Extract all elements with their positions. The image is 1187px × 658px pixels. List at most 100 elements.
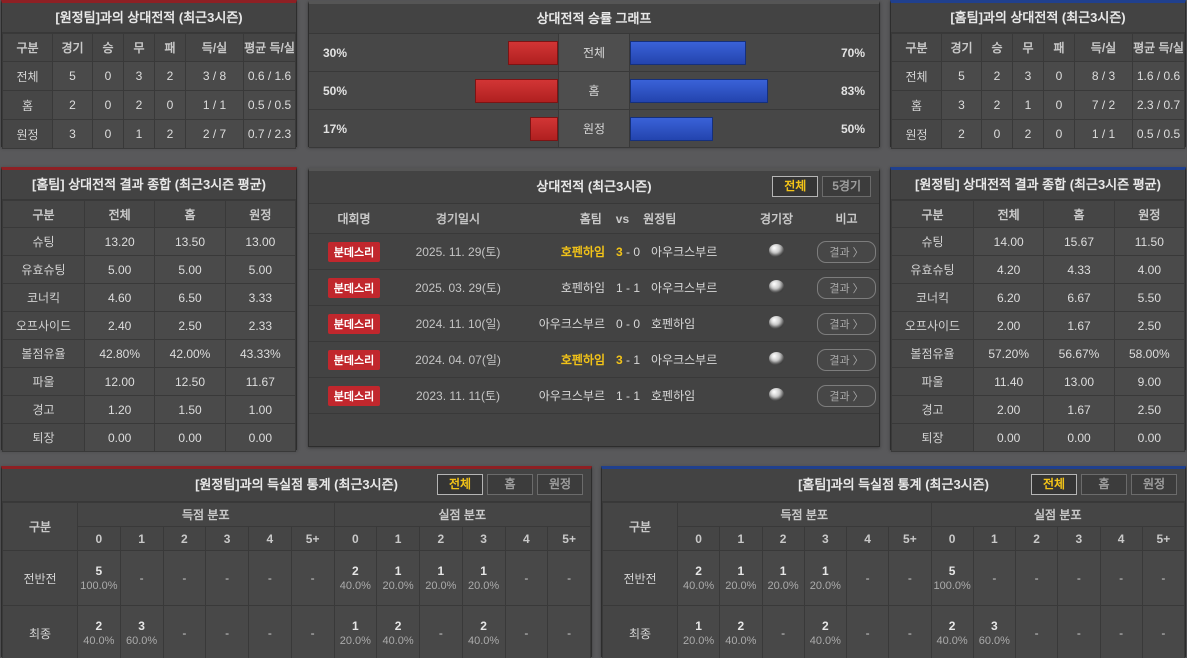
group-header: 득점 분포 xyxy=(677,502,932,527)
row-label: 전체 xyxy=(2,61,53,91)
bin-header: 0 xyxy=(333,526,378,551)
league-cell: 분데스리 xyxy=(309,313,399,334)
table-row: 슈팅 13.20 13.50 13.00 xyxy=(2,227,297,256)
result-cell: 결과 〉 xyxy=(814,240,879,263)
away-goal-distribution-table: 구분 득점 분포 실점 분포 0 1 2 3 4 5+ 0 1 2 3 4 5+ 전반전 5 100.0% - - - -… xyxy=(2,502,591,658)
column-header-vs: vs xyxy=(615,211,630,226)
filter-tab-전체[interactable]: 전체 xyxy=(772,176,819,197)
goal-count: 3 xyxy=(991,619,998,633)
ball-icon[interactable] xyxy=(769,387,784,401)
filter-tab-원정[interactable]: 원정 xyxy=(537,474,583,495)
stat-value-cell: 2 xyxy=(981,90,1013,120)
filter-tab-전체[interactable]: 전체 xyxy=(437,474,483,495)
table-row: 오프사이드 2.40 2.50 2.33 xyxy=(2,311,297,340)
ball-icon[interactable] xyxy=(769,351,784,365)
goal-stat-cell: 2 40.0% xyxy=(930,605,974,658)
result-button[interactable]: 결과 〉 xyxy=(817,384,876,407)
stat-value-cell: 2.50 xyxy=(154,311,226,340)
stat-value-cell: 11.67 xyxy=(224,367,297,396)
row-label: 최종 xyxy=(602,605,678,658)
home-summary-table: 구분 전체 홈 원정 슈팅 13.20 13.50 13.00 유효슈팅 5.00 5.00 5.00… xyxy=(2,200,297,452)
row-label: 최종 xyxy=(2,605,78,658)
goal-stat-cell: - xyxy=(888,550,932,606)
goal-count: 3 xyxy=(138,619,145,633)
bin-header: 2 xyxy=(761,526,805,551)
home-score: 1 xyxy=(615,388,623,403)
goal-stat-cell: - xyxy=(761,605,805,658)
stat-value-cell: 0.00 xyxy=(224,423,297,452)
result-button[interactable]: 결과 〉 xyxy=(817,312,876,335)
column-header: 평균 득/실 xyxy=(1132,33,1185,62)
table-header-row: 구분 경기 승 무 패 득/실 평균 득/실 xyxy=(891,33,1185,62)
away-summary-panel: [원정팀] 상대전적 결과 종합 (최근3시즌 평균) 구분 전체 홈 원정 슈팅 14.… xyxy=(890,167,1186,452)
result-cell: 결과 〉 xyxy=(814,276,879,299)
column-header-stadium: 경기장 xyxy=(759,212,794,226)
match-filter-tabs: 전체 5경기 xyxy=(768,176,871,197)
match-rows: 분데스리 2025. 11. 29(토) 호펜하임 3 - 0 아우크스부르 결과 〉 분데… xyxy=(309,234,879,414)
match-date: 2025. 11. 29(토) xyxy=(415,245,501,259)
goal-stat-cell: - xyxy=(1014,550,1059,606)
column-header: 패 xyxy=(1043,33,1075,62)
bin-header: 5+ xyxy=(547,526,591,551)
score-separator: - xyxy=(622,280,634,295)
stat-value-cell: 1.50 xyxy=(154,395,226,424)
goal-percent: 20.0% xyxy=(382,580,414,592)
away-side: 30% xyxy=(309,34,558,71)
stat-value-cell: 11.50 xyxy=(1113,227,1186,256)
goal-stat-cell: 2 40.0% xyxy=(676,550,721,606)
filter-tab-5경기[interactable]: 5경기 xyxy=(822,176,871,197)
column-header-note: 비고 xyxy=(835,212,858,226)
result-button[interactable]: 결과 〉 xyxy=(817,240,876,263)
result-button[interactable]: 결과 〉 xyxy=(817,348,876,371)
table-row: 오프사이드 2.00 1.67 2.50 xyxy=(891,311,1186,340)
bin-header: 1 xyxy=(119,526,164,551)
group-header: 실점 분포 xyxy=(930,502,1185,527)
goal-count: 2 xyxy=(948,619,956,633)
filter-tab-전체[interactable]: 전체 xyxy=(1031,474,1077,495)
goal-stat-cell: 1 20.0% xyxy=(333,605,378,658)
goal-stat-cell: - xyxy=(119,550,164,606)
goal-count: 1 xyxy=(822,564,829,578)
bin-header: 3 xyxy=(803,526,848,551)
bin-header: 5+ xyxy=(888,526,932,551)
bin-header: 1 xyxy=(972,526,1017,551)
ball-icon[interactable] xyxy=(769,279,784,293)
away-percent-label: 50% xyxy=(323,83,348,98)
chart-title: 상대전적 승률 그래프 xyxy=(309,4,879,34)
stat-value-cell: 3 xyxy=(941,90,982,120)
result-button[interactable]: 결과 〉 xyxy=(817,276,876,299)
row-label: 원정 xyxy=(2,119,53,149)
panel-title: [홈팀]과의 상대전적 (최근3시즌) xyxy=(891,3,1185,33)
league-cell: 분데스리 xyxy=(309,385,399,406)
goal-count: 5 xyxy=(95,564,103,578)
row-label: 코너킥 xyxy=(891,283,974,312)
column-header-away: 원정팀 xyxy=(643,212,677,226)
column-header: 경기 xyxy=(941,33,982,62)
home-win-rate-bar xyxy=(630,78,768,103)
goal-stat-cell: 1 20.0% xyxy=(419,550,463,606)
column-header-league: 대회명 xyxy=(337,212,371,226)
goal-stat-cell: - xyxy=(1141,605,1186,658)
goal-stat-cell: 2 40.0% xyxy=(803,605,848,658)
chart-row: 30% 전체 70% xyxy=(309,34,879,72)
goal-stat-cell: - xyxy=(205,550,249,606)
table-row: 경고 2.00 1.67 2.50 xyxy=(891,395,1186,424)
filter-tab-원정[interactable]: 원정 xyxy=(1131,474,1177,495)
ball-icon[interactable] xyxy=(769,243,784,257)
match-table-header: 대회명 경기일시 홈팀 vs 원정팀 경기장 비고 xyxy=(309,204,879,234)
chart-category-label: 원정 xyxy=(558,110,630,147)
ball-icon[interactable] xyxy=(769,315,784,329)
away-win-rate-bar xyxy=(508,40,558,65)
stat-value-cell: 58.00% xyxy=(1113,339,1186,368)
filter-tab-홈[interactable]: 홈 xyxy=(487,474,533,495)
table-header-row: 구분 경기 승 무 패 득/실 평균 득/실 xyxy=(2,33,296,62)
stadium-cell xyxy=(739,387,814,404)
filter-tab-홈[interactable]: 홈 xyxy=(1081,474,1127,495)
match-score-cell: 호펜하임 3 - 0 아우크스부르 xyxy=(517,243,739,260)
bin-header: 5+ xyxy=(1141,526,1186,551)
home-team-name: 호펜하임 xyxy=(560,281,605,295)
goal-percent: 40.0% xyxy=(382,635,414,647)
row-label: 경고 xyxy=(2,395,85,424)
home-score: 3 xyxy=(615,352,623,367)
column-header: 전체 xyxy=(83,200,156,228)
